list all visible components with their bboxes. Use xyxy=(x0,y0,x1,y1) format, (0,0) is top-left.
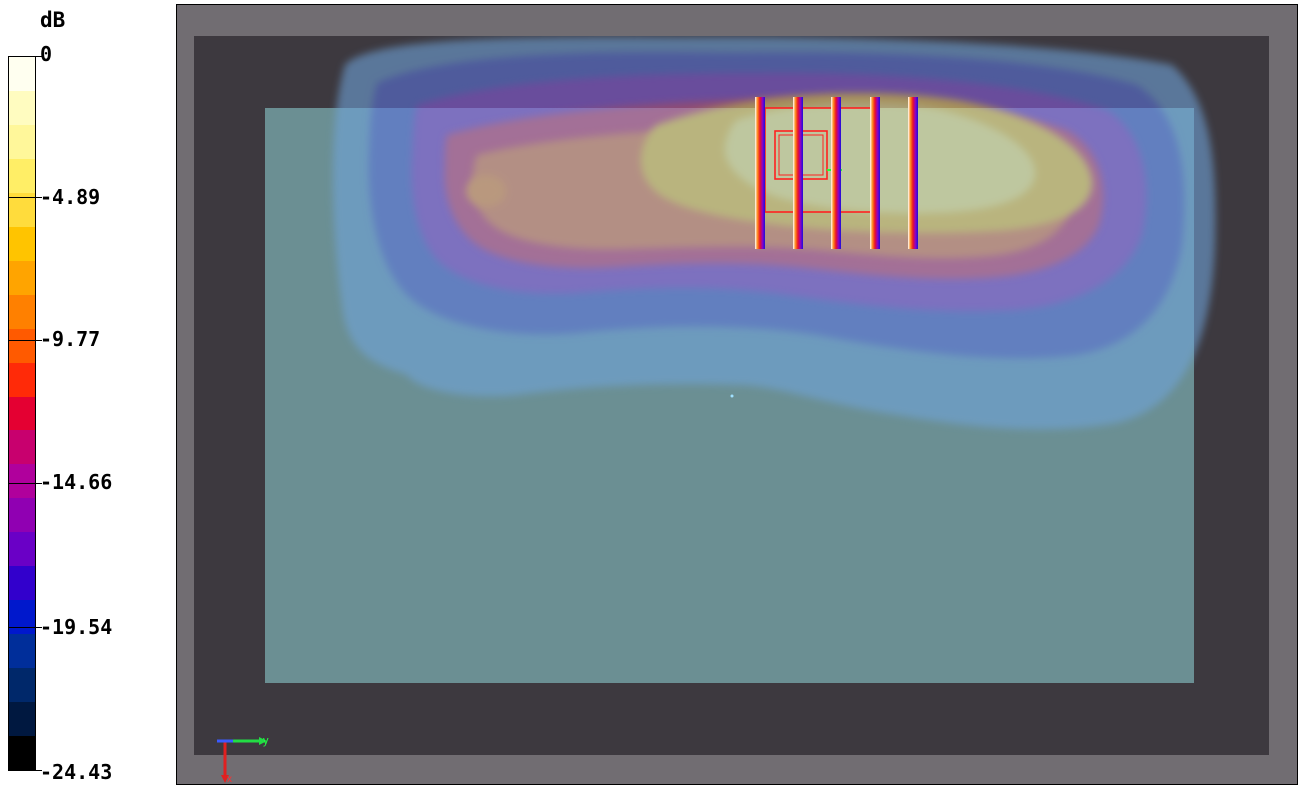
dipole-element xyxy=(870,97,880,249)
colorbar-tick xyxy=(36,770,42,771)
colorbar-tick xyxy=(36,627,42,628)
colorbar-band xyxy=(9,90,35,125)
colorbar-tick xyxy=(8,483,36,484)
colorbar-label-3: -14.66 xyxy=(40,470,113,494)
dipole-array xyxy=(755,97,918,249)
colorbar-band xyxy=(9,294,35,329)
colorbar-band xyxy=(9,430,35,465)
colorbar-band xyxy=(9,668,35,703)
colorbar-band xyxy=(9,566,35,601)
y-axis-label: y xyxy=(263,735,269,747)
colorbar-band xyxy=(9,396,35,431)
colorbar-band xyxy=(9,498,35,533)
colorbar-tick xyxy=(36,340,42,341)
sar-contour xyxy=(466,175,506,207)
colorbar-tick xyxy=(36,56,42,57)
colorbar-band xyxy=(9,702,35,737)
colorbar-tick xyxy=(36,197,42,198)
colorbar-band xyxy=(9,260,35,295)
axis-triad[interactable]: y x xyxy=(217,735,269,784)
colorbar-unit: dB xyxy=(40,8,66,32)
colorbar-tick xyxy=(8,197,36,198)
probe-point xyxy=(730,394,734,398)
colorbar-band xyxy=(9,158,35,193)
sar-field-map xyxy=(332,36,1216,430)
colorbar-band xyxy=(9,362,35,397)
viewport-canvas: y x xyxy=(194,36,1269,784)
colorbar-band xyxy=(9,736,35,771)
colorbar-legend: dB 0 -4.89 -9.77 -14.66 -19.54 -24.43 xyxy=(0,0,172,787)
colorbar-band xyxy=(9,464,35,499)
colorbar-band xyxy=(9,124,35,159)
colorbar-band xyxy=(9,57,35,91)
colorbar-label-5: -24.43 xyxy=(40,760,113,784)
colorbar-label-0: 0 xyxy=(40,42,53,66)
y-axis-arrow-icon xyxy=(259,737,267,745)
colorbar-label-1: -4.89 xyxy=(40,185,101,209)
3d-viewport[interactable]: y x xyxy=(176,4,1298,785)
colorbar-tick xyxy=(36,483,42,484)
colorbar-tick xyxy=(8,627,36,628)
colorbar-label-4: -19.54 xyxy=(40,615,113,639)
colorbar-tick xyxy=(8,56,36,57)
dipole-element xyxy=(831,97,841,249)
x-axis-arrow-icon xyxy=(221,775,229,783)
colorbar-band xyxy=(9,328,35,363)
dipole-element xyxy=(793,97,803,249)
x-axis-label: x xyxy=(227,774,232,784)
dipole-element xyxy=(755,97,765,249)
colorbar-tick xyxy=(8,340,36,341)
colorbar-band xyxy=(9,532,35,567)
colorbar-band xyxy=(9,226,35,261)
colorbar-label-2: -9.77 xyxy=(40,327,101,351)
dipole-element xyxy=(908,97,918,249)
colorbar-band xyxy=(9,600,35,635)
colorbar-band xyxy=(9,634,35,669)
colorbar-band xyxy=(9,192,35,227)
colorbar-gradient xyxy=(8,56,36,771)
